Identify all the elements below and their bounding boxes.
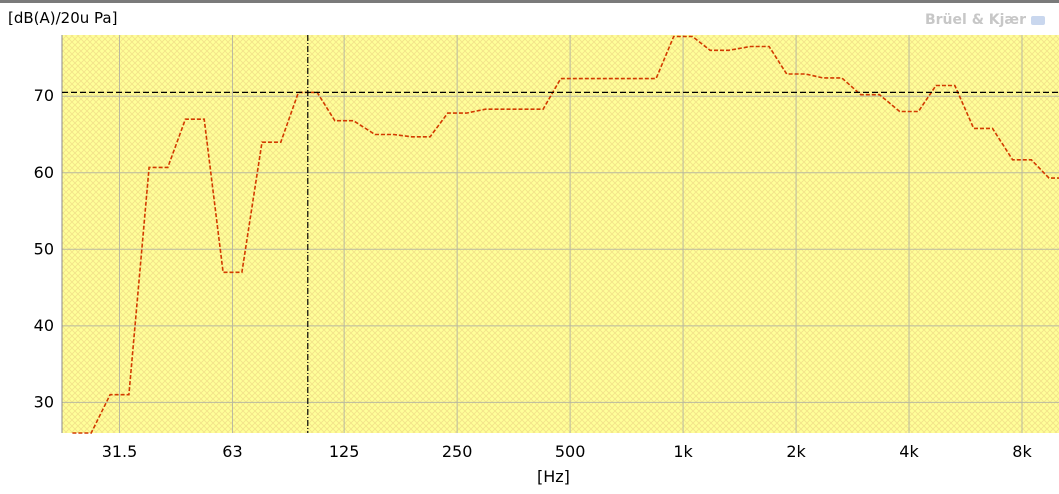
x-tick-label: 4k	[899, 442, 919, 461]
y-axis-label: [dB(A)/20u Pa]	[8, 9, 118, 27]
x-tick-label: 2k	[786, 442, 806, 461]
y-tick-label: 50	[34, 239, 54, 258]
series-step-line	[72, 35, 1059, 434]
watermark-logo: Brüel & Kjær	[925, 12, 1045, 28]
series-group	[72, 35, 1059, 434]
reference-lines	[62, 35, 1059, 433]
x-tick-label: 8k	[1012, 442, 1032, 461]
y-tick-labels: 30 40 50 60 70	[34, 86, 54, 411]
y-tick-label: 30	[34, 392, 54, 411]
y-tick-label: 40	[34, 316, 54, 335]
y-tick-label: 70	[34, 86, 54, 105]
x-tick-label: 250	[442, 442, 473, 461]
plot-area	[62, 35, 1059, 433]
top-border	[0, 0, 1059, 3]
x-tick-labels: 31.5 63 125 250 500 1k 2k 4k 8k	[102, 442, 1033, 461]
x-tick-label: 63	[222, 442, 242, 461]
y-tick-label: 60	[34, 163, 54, 182]
brand-mark-icon	[1031, 15, 1045, 25]
x-tick-label: 31.5	[102, 442, 138, 461]
x-tick-label: 125	[329, 442, 360, 461]
watermark-text: Brüel & Kjær	[924, 12, 1026, 28]
x-tick-label: 500	[555, 442, 586, 461]
x-tick-label: 1k	[673, 442, 693, 461]
x-axis-label: [Hz]	[537, 467, 570, 486]
gridlines	[61, 35, 1059, 433]
